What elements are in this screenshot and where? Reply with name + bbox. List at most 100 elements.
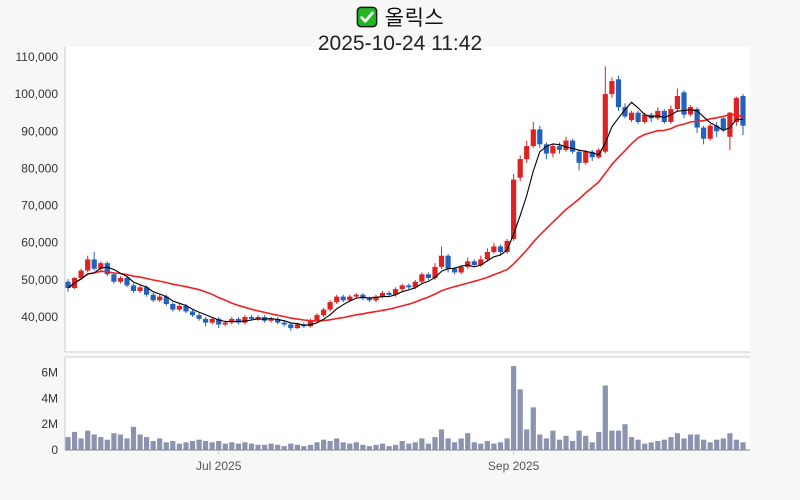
volume-bar: [104, 439, 110, 450]
volume-bar: [373, 444, 379, 450]
candle-body: [419, 274, 425, 282]
volume-bar: [707, 442, 713, 450]
candle-body: [733, 97, 739, 122]
candle-body: [445, 255, 451, 269]
volume-bar: [648, 442, 654, 450]
volume-bar: [235, 443, 241, 450]
volume-bar: [347, 443, 353, 450]
candle-body: [687, 107, 694, 115]
volume-bar: [170, 441, 176, 450]
volume-bar: [340, 442, 346, 450]
volume-bar: [321, 439, 327, 450]
volume-bar: [655, 441, 661, 450]
volume-bar: [517, 389, 523, 450]
volume-bar: [85, 430, 91, 450]
volume-bar: [353, 442, 359, 450]
candle-body: [196, 315, 202, 319]
candle-body: [727, 112, 733, 137]
volume-bar: [550, 430, 556, 450]
volume-bar: [458, 438, 464, 450]
volume-axis: 0 2M 4M 6M: [41, 356, 750, 457]
volume-bar: [465, 433, 471, 450]
volume-bar: [366, 446, 372, 450]
volume-bar: [694, 434, 700, 450]
volume-bar: [445, 438, 451, 450]
volume-bar: [727, 433, 733, 450]
candle-body: [203, 318, 209, 323]
candle-body: [281, 322, 287, 325]
candle-body: [438, 255, 445, 267]
volume-bar: [393, 444, 399, 450]
candle-body: [124, 278, 130, 286]
candle-body: [740, 96, 746, 126]
volume-bar: [720, 438, 726, 450]
volume-bar: [327, 441, 333, 450]
volume-bar: [111, 433, 117, 450]
candle-body: [248, 317, 255, 319]
candle-body: [98, 263, 104, 269]
candle-body: [412, 281, 418, 288]
check-icon: [356, 6, 378, 35]
candle-body: [150, 294, 156, 301]
candle-body: [366, 298, 372, 301]
volume-bar: [242, 442, 248, 450]
volume-bar: [150, 441, 156, 450]
candle-body: [622, 107, 628, 117]
candle-body: [589, 151, 595, 158]
price-tick-label: 60,000: [21, 236, 58, 250]
volume-bar: [714, 439, 720, 450]
volume-bar: [176, 443, 182, 450]
price-pane-background: [65, 47, 750, 450]
candle-body: [458, 266, 464, 273]
candle-body: [183, 305, 189, 312]
candle-body: [137, 287, 143, 291]
candle-body: [163, 296, 169, 304]
candle-body: [379, 292, 386, 297]
price-tick-label: 40,000: [21, 310, 58, 324]
volume-bar: [209, 442, 215, 450]
candle-body: [334, 296, 340, 303]
candle-body: [65, 281, 71, 288]
candle-body: [117, 278, 123, 282]
volume-bar: [576, 430, 582, 450]
volume-bar: [314, 442, 320, 450]
volume-bar: [157, 438, 163, 450]
volume-bar: [635, 439, 641, 450]
candle-body: [229, 318, 235, 323]
candle-body: [602, 94, 608, 152]
candle-body: [570, 140, 576, 152]
candle-body: [242, 317, 248, 323]
candle-body: [563, 140, 569, 150]
volume-tick-label: 4M: [41, 391, 58, 405]
volume-bar: [65, 437, 71, 450]
date-axis: Jul 2025 Sep 2025: [65, 449, 750, 473]
candle-body: [432, 266, 438, 278]
volume-bar: [661, 439, 667, 450]
candle-body: [655, 110, 661, 119]
candle-body: [491, 246, 497, 252]
candle-body: [524, 146, 530, 160]
volume-bar: [203, 441, 209, 450]
candle-body: [452, 268, 458, 273]
volume-bar: [511, 366, 517, 450]
candle-body: [668, 109, 674, 122]
candle-body: [720, 118, 726, 130]
volume-bar: [596, 431, 602, 450]
volume-series[interactable]: [65, 366, 746, 450]
volume-bar: [412, 442, 418, 450]
candlestick-series[interactable]: [65, 66, 746, 331]
volume-bar: [615, 430, 622, 450]
candle-body: [583, 151, 589, 163]
candle-body: [144, 287, 150, 295]
volume-bar: [491, 443, 497, 450]
volume-bar: [432, 437, 438, 450]
volume-bar: [622, 424, 628, 450]
date-tick-label: Sep 2025: [488, 459, 540, 473]
candle-body: [629, 112, 635, 121]
candle-body: [294, 324, 300, 329]
volume-bar: [556, 439, 563, 450]
candle-body: [209, 318, 215, 323]
candle-body: [307, 320, 314, 327]
volume-bar: [406, 443, 412, 450]
